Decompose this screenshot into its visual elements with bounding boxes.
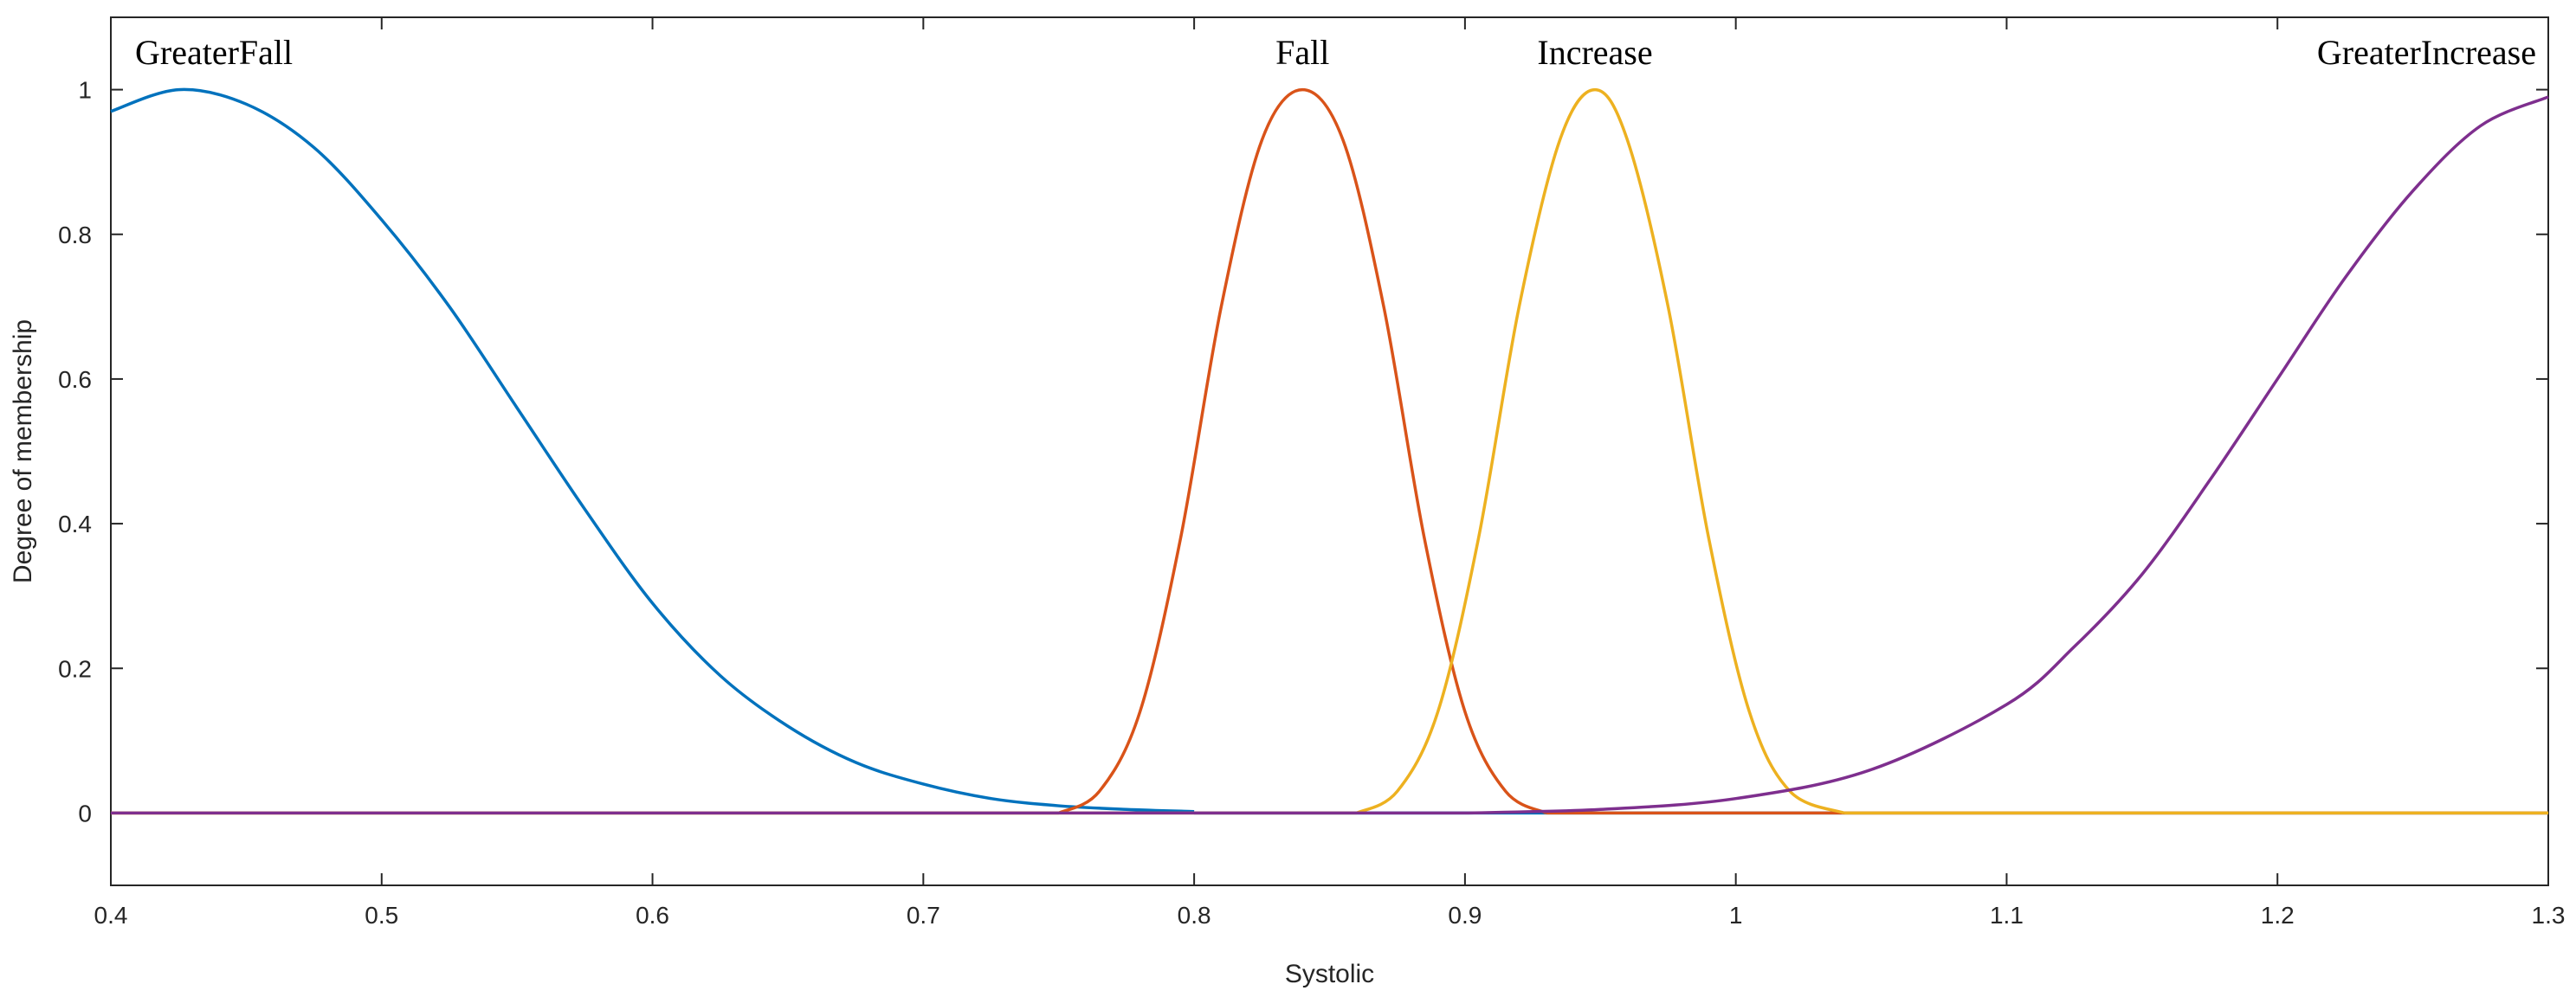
x-tick-label: 1.1	[1990, 902, 2024, 929]
y-tick-label: 0.6	[58, 366, 92, 393]
x-tick-label: 1.2	[2261, 902, 2295, 929]
x-tick-label: 0.9	[1448, 902, 1482, 929]
plot-area	[111, 17, 2548, 885]
annotation-layer: GreaterFall Fall Increase GreaterIncrease	[135, 33, 2536, 72]
y-tick-label: 0.2	[58, 655, 92, 682]
axes-box	[110, 16, 2549, 886]
mf-label: Increase	[1537, 33, 1652, 72]
series-line-greater-increase	[111, 95, 2549, 815]
axes: 0.4 0.5 0.6 0.7 0.8 0.9 1 1.1 1.2 1.3 0 0.2 0.4 0.6 0.…	[58, 16, 2566, 929]
series-layer	[110, 87, 2549, 815]
x-axis-title: Systolic	[1285, 960, 1374, 988]
x-tick-label: 1	[1729, 902, 1743, 929]
mf-label: GreaterFall	[135, 33, 293, 72]
y-axis-title: Degree of membership	[9, 319, 37, 583]
y-tick-label: 0.4	[58, 511, 92, 537]
x-tick-label: 0.5	[365, 902, 398, 929]
x-tick-label: 0.4	[94, 902, 128, 929]
y-tick-label: 0.8	[58, 222, 92, 248]
y-tick-label: 1	[78, 77, 92, 104]
mf-label: Fall	[1275, 33, 1329, 72]
x-tick-label: 0.8	[1178, 902, 1211, 929]
x-tick-label: 0.6	[636, 902, 669, 929]
mf-label: GreaterIncrease	[2317, 33, 2536, 72]
x-tick-label: 0.7	[907, 902, 940, 929]
y-tick-label: 0	[78, 800, 92, 827]
x-tick-label: 1.3	[2532, 902, 2566, 929]
